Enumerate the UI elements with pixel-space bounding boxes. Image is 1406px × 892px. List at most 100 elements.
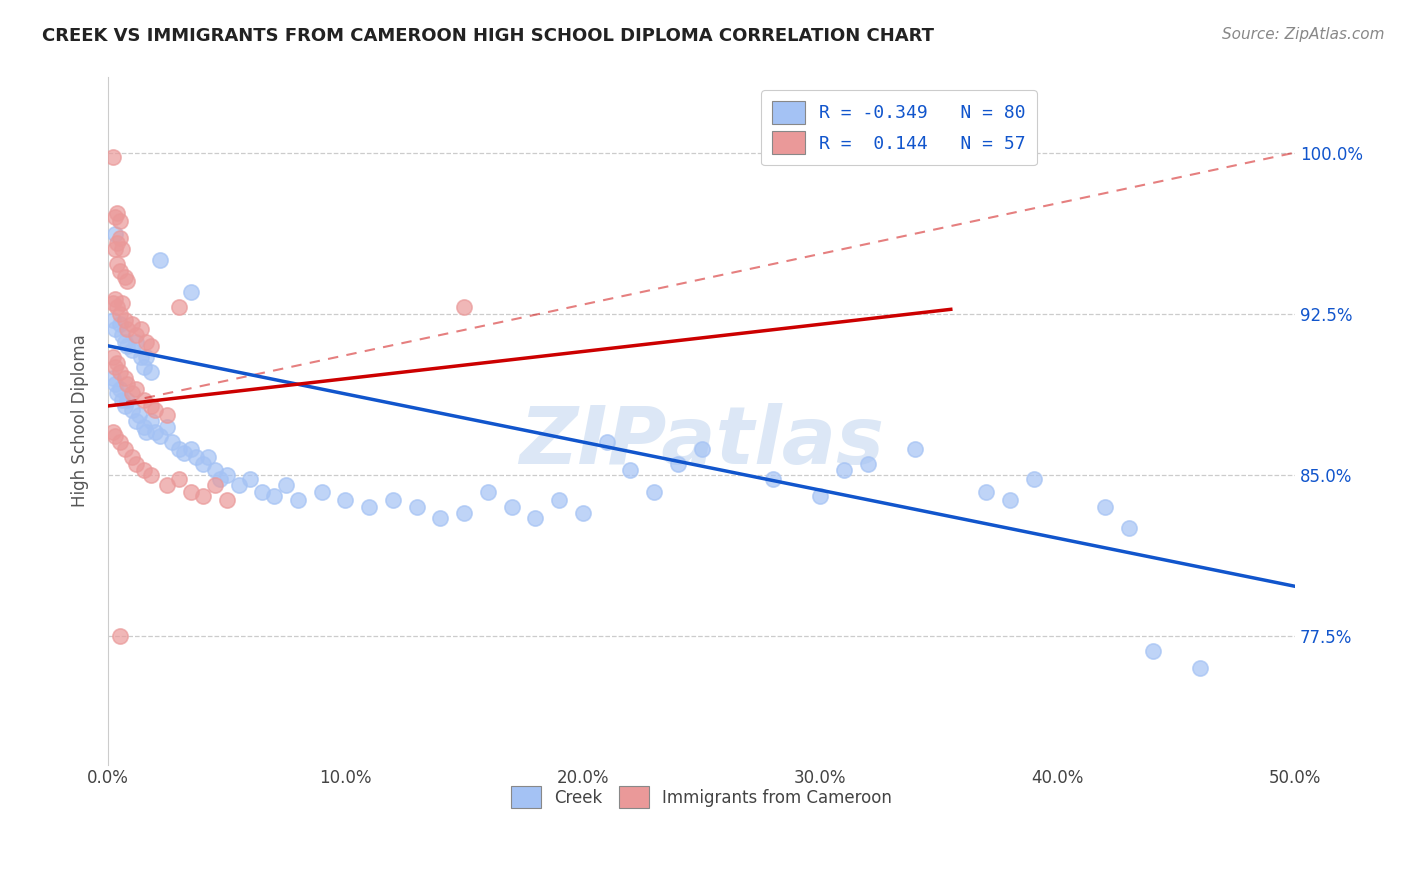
Point [135, 334, 157, 349]
Point [101, 425, 124, 439]
Point [197, 450, 219, 465]
Point [111, 392, 134, 407]
Point [204, 463, 226, 477]
Point [132, 392, 155, 407]
Point [405, 500, 427, 514]
Point [619, 463, 641, 477]
Point [548, 493, 571, 508]
Point [125, 334, 148, 349]
Point [1189, 661, 1212, 675]
Point [160, 435, 183, 450]
Point [104, 321, 127, 335]
Point [135, 350, 157, 364]
Point [111, 328, 134, 343]
Point [108, 231, 131, 245]
Point [139, 467, 162, 482]
Point [135, 425, 157, 439]
Point [167, 300, 190, 314]
Point [115, 339, 138, 353]
Point [263, 489, 285, 503]
Point [139, 414, 162, 428]
Point [252, 484, 274, 499]
Y-axis label: High School Diploma: High School Diploma [72, 334, 89, 508]
Point [108, 629, 131, 643]
Point [121, 318, 143, 332]
Point [1142, 644, 1164, 658]
Point [184, 450, 207, 465]
Point [132, 420, 155, 434]
Point [666, 457, 689, 471]
Point [453, 300, 475, 314]
Point [359, 500, 381, 514]
Point [856, 457, 879, 471]
Point [180, 285, 202, 300]
Point [107, 356, 129, 370]
Point [115, 274, 138, 288]
Point [121, 450, 143, 465]
Point [215, 493, 238, 508]
Point [121, 343, 143, 358]
Point [108, 263, 131, 277]
Point [128, 408, 150, 422]
Point [114, 399, 136, 413]
Point [1094, 500, 1116, 514]
Point [104, 360, 127, 375]
Point [139, 339, 162, 353]
Point [274, 478, 297, 492]
Point [208, 472, 231, 486]
Point [108, 318, 131, 332]
Point [832, 463, 855, 477]
Point [239, 472, 262, 486]
Point [311, 484, 333, 499]
Point [107, 300, 129, 314]
Point [149, 252, 172, 267]
Point [108, 214, 131, 228]
Point [129, 350, 152, 364]
Point [101, 313, 124, 327]
Point [335, 493, 357, 508]
Point [976, 484, 998, 499]
Point [104, 242, 127, 256]
Point [1022, 472, 1045, 486]
Point [180, 442, 202, 456]
Point [1118, 521, 1140, 535]
Point [191, 489, 214, 503]
Point [114, 371, 136, 385]
Point [107, 235, 129, 250]
Point [139, 365, 162, 379]
Point [139, 399, 162, 413]
Point [145, 403, 167, 417]
Point [167, 442, 190, 456]
Point [108, 307, 131, 321]
Point [643, 484, 665, 499]
Point [108, 435, 131, 450]
Point [107, 386, 129, 401]
Point [114, 334, 136, 349]
Point [501, 500, 523, 514]
Point [101, 350, 124, 364]
Point [104, 227, 127, 242]
Point [215, 467, 238, 482]
Point [808, 489, 831, 503]
Point [287, 493, 309, 508]
Legend: Creek, Immigrants from Cameroon: Creek, Immigrants from Cameroon [505, 780, 898, 814]
Point [108, 382, 131, 396]
Point [115, 377, 138, 392]
Point [125, 328, 148, 343]
Point [524, 510, 547, 524]
Point [690, 442, 713, 456]
Point [145, 425, 167, 439]
Point [595, 435, 617, 450]
Point [149, 429, 172, 443]
Point [104, 377, 127, 392]
Point [108, 365, 131, 379]
Point [101, 150, 124, 164]
Point [572, 506, 595, 520]
Point [115, 321, 138, 335]
Point [101, 296, 124, 310]
Point [114, 270, 136, 285]
Point [998, 493, 1021, 508]
Point [156, 478, 179, 492]
Point [107, 257, 129, 271]
Point [101, 371, 124, 385]
